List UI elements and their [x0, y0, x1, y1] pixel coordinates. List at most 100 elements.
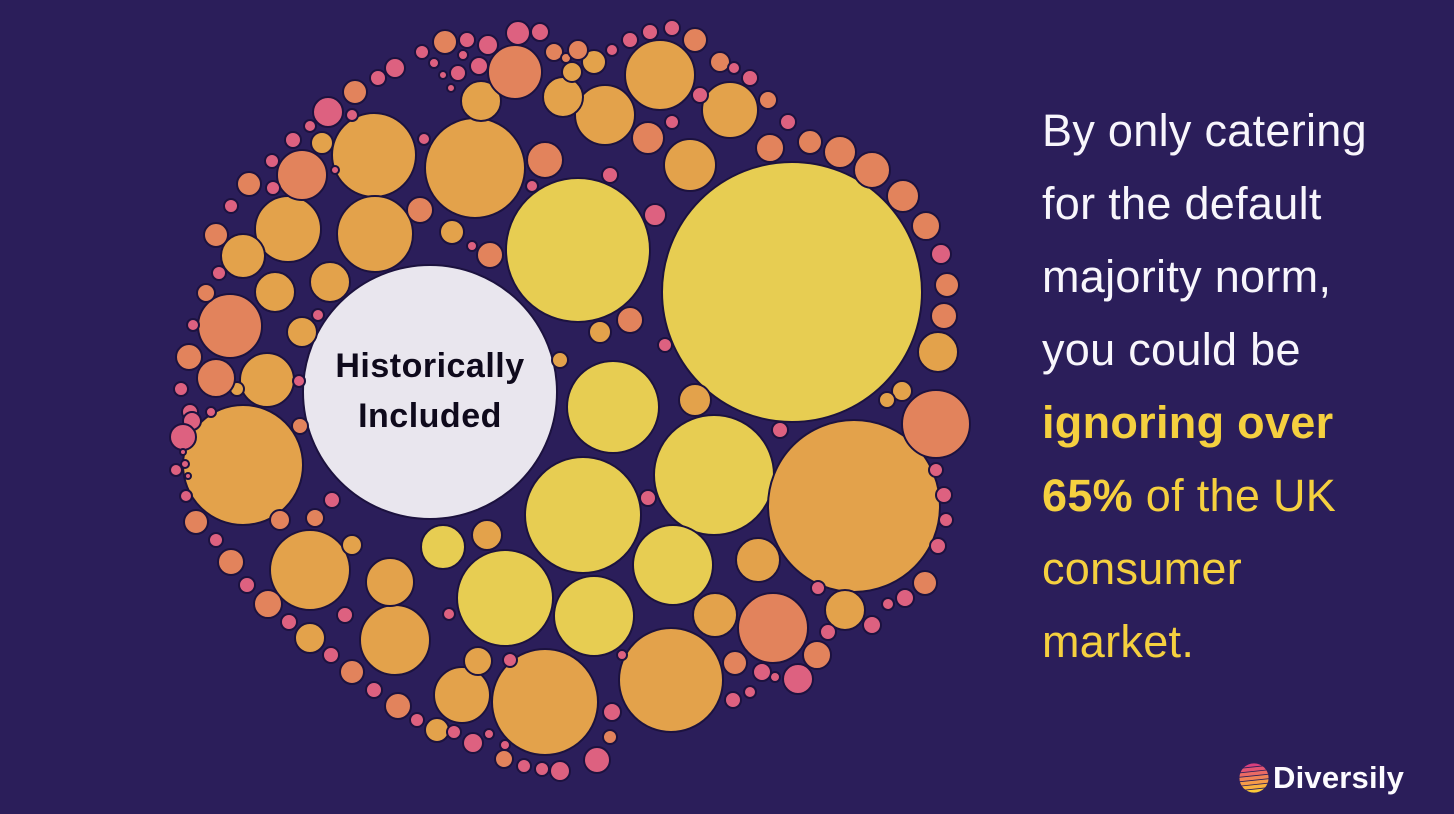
stat-value: 65%	[1042, 470, 1133, 521]
bubble	[755, 133, 785, 163]
bubble	[824, 589, 866, 631]
bubble	[499, 739, 511, 751]
bubble	[238, 576, 256, 594]
bubble	[581, 49, 607, 75]
bubble	[810, 580, 826, 596]
headline-line-8: market.	[1042, 616, 1195, 667]
bubble	[409, 712, 425, 728]
bubble	[365, 557, 415, 607]
bubble	[208, 532, 224, 548]
bubble	[701, 81, 759, 139]
historically-included-label: Historically Included	[300, 341, 560, 441]
bubble	[911, 211, 941, 241]
diversily-globe-icon	[1239, 763, 1269, 793]
bubble	[526, 141, 564, 179]
bubble	[631, 121, 665, 155]
bubble	[758, 90, 778, 110]
bubble	[663, 19, 681, 37]
bubble	[621, 31, 639, 49]
bubble	[169, 463, 183, 477]
bubble	[678, 383, 712, 417]
bubble	[657, 337, 673, 353]
bubble	[544, 42, 564, 62]
bubble	[417, 132, 431, 146]
bubble	[175, 343, 203, 371]
bubble	[311, 308, 325, 322]
bubble	[524, 456, 642, 574]
bubble	[797, 129, 823, 155]
headline-highlight-line: ignoring over	[1042, 397, 1334, 448]
logo-stripe	[1239, 787, 1269, 793]
bubble	[567, 39, 589, 61]
bubble	[561, 61, 583, 83]
bubble	[930, 243, 952, 265]
bubble	[460, 80, 502, 122]
bubble	[735, 537, 781, 583]
bubble	[369, 69, 387, 87]
bubble	[457, 49, 469, 61]
bubble	[339, 659, 365, 685]
bubble	[384, 692, 412, 720]
bubble	[934, 272, 960, 298]
bubble	[583, 746, 611, 774]
bubble	[420, 524, 466, 570]
bubble	[534, 761, 550, 777]
bubble	[639, 489, 657, 507]
headline-line-1: By only catering	[1042, 105, 1367, 156]
bubble	[802, 640, 832, 670]
bubble	[724, 691, 742, 709]
bubble	[462, 732, 484, 754]
bubble	[438, 70, 448, 80]
bubble	[771, 421, 789, 439]
bubble	[184, 472, 192, 480]
logo-stripe	[1239, 763, 1269, 769]
bubble	[663, 138, 717, 192]
bubble	[692, 592, 738, 638]
bubble	[280, 613, 298, 631]
bubble	[254, 271, 296, 313]
bubble	[223, 198, 239, 214]
bubble	[341, 534, 363, 556]
bubble	[542, 76, 584, 118]
bubble	[901, 389, 971, 459]
bubble	[664, 114, 680, 130]
bubble	[253, 589, 283, 619]
bubble	[929, 537, 947, 555]
bubble	[471, 519, 503, 551]
bubble	[709, 51, 731, 73]
bubble	[433, 666, 491, 724]
bubble	[424, 117, 526, 219]
bubble	[196, 283, 216, 303]
bubble	[466, 240, 478, 252]
bubble	[502, 652, 518, 668]
logo-stripe	[1239, 774, 1269, 782]
bubble	[292, 374, 306, 388]
bubble	[186, 318, 200, 332]
bubble	[602, 702, 622, 722]
bubble	[819, 623, 837, 641]
bubble	[264, 153, 280, 169]
headline-line-7: consumer	[1042, 543, 1242, 594]
bubble	[505, 177, 651, 323]
bubble	[853, 151, 891, 189]
bubble	[384, 57, 406, 79]
bubble	[322, 646, 340, 664]
bubble	[179, 489, 193, 503]
diversily-logo: Diversily	[1238, 758, 1404, 798]
bubble	[331, 112, 417, 198]
stat-suffix: of the UK	[1132, 470, 1337, 521]
bubble	[682, 27, 708, 53]
bubble	[752, 662, 772, 682]
bubble	[180, 459, 190, 469]
bubble	[912, 570, 938, 596]
bubble	[265, 180, 281, 196]
bubble	[469, 56, 489, 76]
bubble	[917, 331, 959, 373]
bubble	[574, 84, 636, 146]
bubble	[741, 69, 759, 87]
headline-stat-line: 65% of the UK	[1042, 459, 1434, 532]
bubble	[406, 196, 434, 224]
bubble	[601, 166, 619, 184]
bubble	[494, 749, 514, 769]
